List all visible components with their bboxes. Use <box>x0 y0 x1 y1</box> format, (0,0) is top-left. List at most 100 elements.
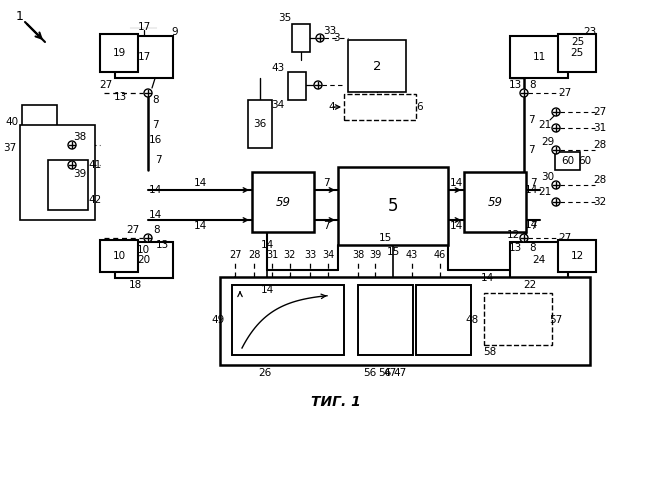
Bar <box>555 152 580 170</box>
Text: 14: 14 <box>260 285 274 295</box>
Text: 7: 7 <box>152 120 159 130</box>
Text: 46: 46 <box>434 250 446 260</box>
Bar <box>510 36 568 78</box>
Circle shape <box>552 124 560 132</box>
Circle shape <box>552 198 560 206</box>
Circle shape <box>68 161 76 169</box>
Text: 7: 7 <box>323 178 329 188</box>
Bar <box>484 293 552 345</box>
Text: 21: 21 <box>538 120 552 130</box>
Text: 57: 57 <box>550 315 562 325</box>
Bar <box>48 160 88 210</box>
Text: 14: 14 <box>260 240 274 250</box>
Text: 19: 19 <box>112 48 126 58</box>
Bar <box>22 105 57 190</box>
Text: 23: 23 <box>583 27 597 37</box>
Text: 12: 12 <box>507 230 519 240</box>
Text: 15: 15 <box>378 233 392 243</box>
Text: 32: 32 <box>284 250 296 260</box>
Bar <box>288 72 306 100</box>
Circle shape <box>316 34 324 42</box>
Text: 11: 11 <box>532 52 546 62</box>
Circle shape <box>552 146 560 154</box>
Text: 39: 39 <box>369 250 381 260</box>
Text: 12: 12 <box>571 251 583 261</box>
Text: 14: 14 <box>194 221 206 231</box>
Text: 27: 27 <box>558 88 572 98</box>
Text: 28: 28 <box>593 140 607 150</box>
Bar <box>464 172 526 232</box>
Text: 10: 10 <box>112 251 126 261</box>
Text: 7: 7 <box>530 178 536 188</box>
Circle shape <box>520 89 528 97</box>
Text: 5: 5 <box>388 197 398 215</box>
Bar <box>348 40 406 92</box>
Text: 28: 28 <box>248 250 260 260</box>
Bar <box>115 36 173 78</box>
Text: 20: 20 <box>138 255 151 265</box>
Text: 31: 31 <box>593 123 607 133</box>
Text: 58: 58 <box>483 347 497 357</box>
Text: 56: 56 <box>378 368 392 378</box>
Text: 10: 10 <box>136 245 150 255</box>
Text: 27: 27 <box>593 107 607 117</box>
Text: 39: 39 <box>73 169 87 179</box>
Text: 3: 3 <box>333 33 339 43</box>
Text: 59: 59 <box>276 196 290 208</box>
Text: 13: 13 <box>114 92 126 102</box>
Bar <box>558 34 596 72</box>
Text: 60: 60 <box>561 156 575 166</box>
Bar <box>100 34 138 72</box>
Text: ΤИГ. 1: ΤИГ. 1 <box>311 395 361 409</box>
Text: 16: 16 <box>149 135 162 145</box>
Text: 14: 14 <box>450 221 462 231</box>
Bar <box>292 24 310 52</box>
Text: 14: 14 <box>524 185 538 195</box>
Text: 56: 56 <box>364 368 376 378</box>
Text: 7: 7 <box>528 145 534 155</box>
Text: 26: 26 <box>258 368 271 378</box>
Text: 27: 27 <box>228 250 241 260</box>
Text: 27: 27 <box>126 225 140 235</box>
Text: 35: 35 <box>278 13 292 23</box>
Text: 38: 38 <box>352 250 364 260</box>
Text: 48: 48 <box>466 315 478 325</box>
Bar <box>358 285 413 355</box>
Text: 13: 13 <box>509 80 521 90</box>
Text: 13: 13 <box>509 243 521 253</box>
Text: 17: 17 <box>137 52 151 62</box>
Text: 24: 24 <box>532 255 546 265</box>
Text: 32: 32 <box>593 197 607 207</box>
Bar <box>344 94 416 120</box>
Bar <box>232 285 344 355</box>
Circle shape <box>552 181 560 189</box>
Circle shape <box>144 89 152 97</box>
Circle shape <box>68 141 76 149</box>
Text: 22: 22 <box>523 280 537 290</box>
Text: 49: 49 <box>212 315 224 325</box>
Text: 42: 42 <box>89 195 101 205</box>
Text: 33: 33 <box>304 250 316 260</box>
Text: 41: 41 <box>89 160 101 170</box>
Text: 47: 47 <box>393 368 407 378</box>
Text: 21: 21 <box>538 187 552 197</box>
Text: 15: 15 <box>386 247 400 257</box>
Text: 13: 13 <box>155 240 169 250</box>
Text: 14: 14 <box>480 273 494 283</box>
Bar <box>20 125 95 220</box>
Text: 36: 36 <box>253 119 267 129</box>
Text: 7: 7 <box>323 221 329 231</box>
Text: 43: 43 <box>406 250 418 260</box>
Bar <box>416 285 471 355</box>
Circle shape <box>314 81 322 89</box>
Text: 28: 28 <box>593 175 607 185</box>
Bar <box>248 100 272 148</box>
Text: 47: 47 <box>383 368 396 378</box>
Text: 60: 60 <box>579 156 591 166</box>
Bar <box>115 242 173 278</box>
Text: 8: 8 <box>530 243 536 253</box>
Text: 37: 37 <box>3 143 17 153</box>
Text: 7: 7 <box>528 115 534 125</box>
Bar <box>558 240 596 272</box>
Text: 33: 33 <box>323 26 337 36</box>
